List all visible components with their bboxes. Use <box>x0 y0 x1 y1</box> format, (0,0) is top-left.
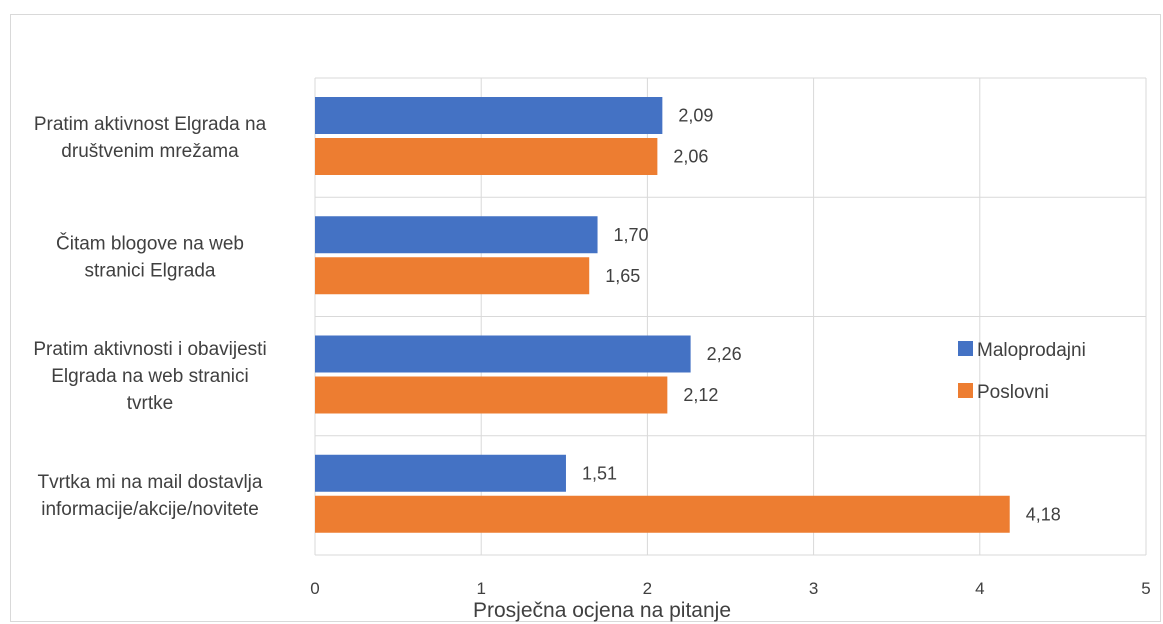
data-label: 2,06 <box>673 147 708 167</box>
x-axis-title: Prosječna ocjena na pitanje <box>473 599 731 622</box>
data-label: 1,65 <box>605 266 640 286</box>
data-label: 2,26 <box>707 344 742 364</box>
category-label: Elgrada na web stranici <box>51 366 249 387</box>
category-label: Čitam blogove na web <box>56 232 244 254</box>
data-label: 2,12 <box>683 385 718 405</box>
x-tick-label: 3 <box>809 579 818 598</box>
x-tick-label: 5 <box>1141 579 1150 598</box>
legend-entry: Poslovni <box>977 382 1049 403</box>
bar-poslovni <box>315 495 1010 533</box>
bar-poslovni <box>315 138 658 175</box>
legend-entry: Maloprodajni <box>977 340 1086 361</box>
category-label: stranici Elgrada <box>85 260 216 281</box>
data-label: 1,70 <box>614 225 649 245</box>
bar-maloprodajni <box>315 335 691 373</box>
bar-maloprodajni <box>315 216 598 254</box>
data-label: 1,51 <box>582 463 617 483</box>
category-label: Tvrtka mi na mail dostavlja <box>38 472 263 493</box>
category-label: Pratim aktivnosti i obavijesti <box>33 339 266 360</box>
category-label: Pratim aktivnost Elgrada na <box>34 114 267 135</box>
data-label: 2,09 <box>678 106 713 126</box>
category-label: tvrtke <box>127 393 173 414</box>
x-tick-label: 0 <box>310 579 319 598</box>
bar-maloprodajni <box>315 97 663 134</box>
x-tick-label: 1 <box>476 579 485 598</box>
category-label: informacije/akcije/novitete <box>41 499 259 520</box>
bar-maloprodajni <box>315 454 566 492</box>
data-label: 4,18 <box>1026 504 1061 524</box>
category-label: društvenim mrežama <box>61 141 239 162</box>
x-tick-label: 4 <box>975 579 984 598</box>
legend-swatch <box>958 341 973 356</box>
legend-swatch <box>958 383 973 398</box>
x-tick-label: 2 <box>643 579 652 598</box>
bar-poslovni <box>315 257 590 295</box>
bar-poslovni <box>315 376 668 414</box>
